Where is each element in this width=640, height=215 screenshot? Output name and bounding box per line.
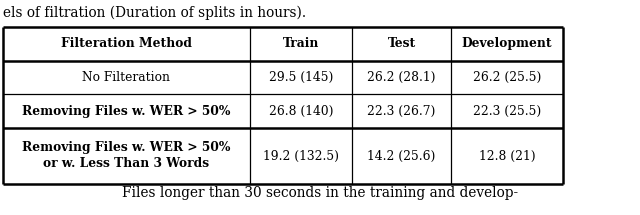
Text: 19.2 (132.5): 19.2 (132.5) [263,149,339,163]
Text: 12.8 (21): 12.8 (21) [479,149,536,163]
Text: Filteration Method: Filteration Method [61,37,192,50]
Text: Test: Test [387,37,416,50]
Text: 22.3 (26.7): 22.3 (26.7) [367,105,436,118]
Text: Removing Files w. WER > 50%
or w. Less Than 3 Words: Removing Files w. WER > 50% or w. Less T… [22,141,230,170]
Text: 14.2 (25.6): 14.2 (25.6) [367,149,436,163]
Text: 29.5 (145): 29.5 (145) [269,71,333,84]
Text: Train: Train [283,37,319,50]
Text: 22.3 (25.5): 22.3 (25.5) [473,105,541,118]
Text: Files longer than 30 seconds in the training and develop-: Files longer than 30 seconds in the trai… [122,186,518,200]
Text: 26.2 (28.1): 26.2 (28.1) [367,71,436,84]
Text: No Filteration: No Filteration [83,71,170,84]
Text: els of filtration (Duration of splits in hours).: els of filtration (Duration of splits in… [3,5,307,20]
Text: 26.8 (140): 26.8 (140) [269,105,333,118]
Text: Development: Development [462,37,552,50]
Text: 26.2 (25.5): 26.2 (25.5) [473,71,541,84]
Text: Removing Files w. WER > 50%: Removing Files w. WER > 50% [22,105,230,118]
